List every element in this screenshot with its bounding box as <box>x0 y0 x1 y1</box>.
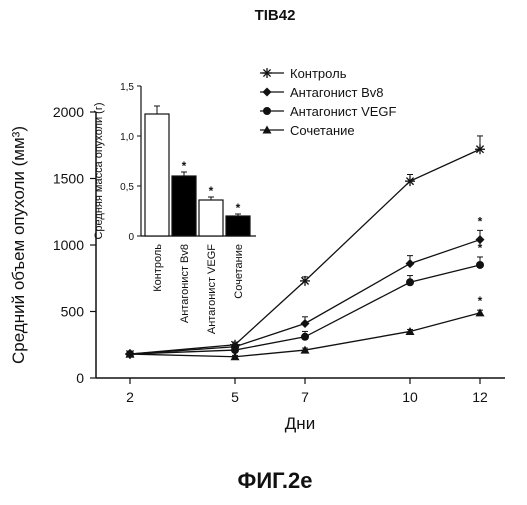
y-tick-label: 0 <box>76 370 84 386</box>
inset-bar <box>145 114 169 236</box>
data-point <box>301 319 310 328</box>
inset-category-label: Сочетание <box>233 244 245 299</box>
figure-title: TIB42 <box>255 7 296 24</box>
data-point <box>405 176 415 186</box>
data-point <box>406 259 415 268</box>
figure-caption: ФИГ.2е <box>238 468 313 493</box>
y-ticks: 0 500 1000 1500 2000 <box>53 104 96 386</box>
inset-tick-label: 0 <box>128 232 134 243</box>
inset-category-label: Антагонист Bv8 <box>179 244 191 323</box>
x-tick-label: 5 <box>231 389 239 405</box>
inset-tick-label: 1,0 <box>120 132 134 143</box>
legend-marker-vegf <box>263 107 271 115</box>
x-tick-label: 7 <box>301 389 309 405</box>
y-tick-label: 2000 <box>53 104 84 120</box>
inset-bar <box>199 200 223 236</box>
legend-marker-symbol <box>263 88 272 97</box>
legend-marker-control <box>262 68 272 78</box>
legend-marker-bv8 <box>263 88 272 97</box>
legend-label-vegf: Антагонист VEGF <box>290 104 397 119</box>
inset-tick-label: 0,5 <box>120 182 134 193</box>
legend-label-bv8: Антагонист Bv8 <box>290 85 383 100</box>
inset-significance-marker: * <box>209 184 214 198</box>
inset-category-label: Антагонист VEGF <box>206 244 218 334</box>
y-tick-label: 500 <box>61 304 85 320</box>
x-axis-label: Дни <box>285 414 315 433</box>
y-axis-label: Средний объем опухоли (мм³) <box>9 126 28 364</box>
data-point <box>475 144 485 154</box>
significance-marker: * <box>478 214 483 228</box>
significance-marker: * <box>478 294 483 308</box>
inset-significance-marker: * <box>236 201 241 215</box>
inset-significance-marker: * <box>182 159 187 173</box>
data-point <box>300 276 310 286</box>
data-point <box>476 308 485 316</box>
y-tick-label: 1500 <box>53 171 84 187</box>
x-tick-label: 2 <box>126 389 134 405</box>
x-tick-label: 12 <box>472 389 488 405</box>
inset-bar-chart: 0 0,5 1,0 1,5 Средняя масса опухоли (г) * * *… <box>93 72 260 334</box>
y-tick-label: 1000 <box>53 237 84 253</box>
legend: Контроль Антагонист Bv8 Антагонист VEGF … <box>250 66 397 138</box>
inset-bar <box>172 176 196 236</box>
legend-marker-symbol <box>262 68 272 78</box>
legend-label-control: Контроль <box>290 66 347 81</box>
significance-marker: * <box>478 241 483 255</box>
inset-y-axis-label: Средняя масса опухоли (г) <box>93 102 105 239</box>
data-point <box>476 261 484 269</box>
inset-tick-label: 1,5 <box>120 82 134 93</box>
inset-category-labels: Контроль Антагонист Bv8 Антагонист VEGF Соч… <box>152 244 245 334</box>
x-ticks: 2 5 7 10 12 <box>126 378 488 405</box>
inset-category-label: Контроль <box>152 244 164 292</box>
legend-label-combination: Сочетание <box>290 123 355 138</box>
legend-marker-symbol <box>263 107 271 115</box>
x-tick-label: 10 <box>402 389 418 405</box>
data-point <box>301 333 309 341</box>
inset-bar <box>226 216 250 236</box>
data-point <box>406 278 414 286</box>
